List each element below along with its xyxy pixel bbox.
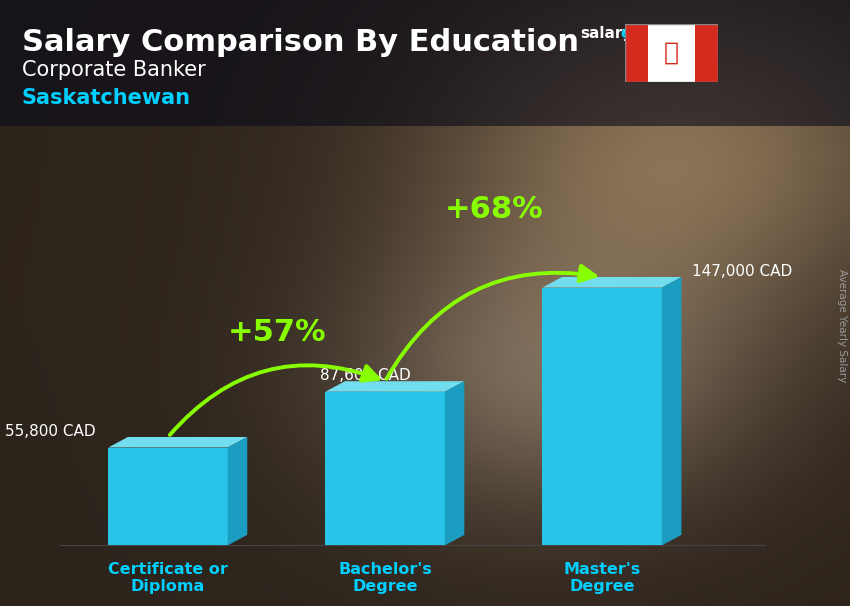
- Polygon shape: [542, 277, 682, 287]
- Text: Corporate Banker: Corporate Banker: [22, 60, 206, 80]
- Text: Average Yearly Salary: Average Yearly Salary: [837, 270, 847, 382]
- Polygon shape: [326, 381, 464, 391]
- Polygon shape: [228, 437, 247, 545]
- Text: Saskatchewan: Saskatchewan: [22, 88, 191, 108]
- Polygon shape: [108, 437, 247, 447]
- Bar: [694, 24, 718, 82]
- Bar: [0, 0, 850, 126]
- Text: 🍁: 🍁: [664, 41, 679, 65]
- Text: salary: salary: [580, 26, 632, 41]
- Bar: [625, 24, 648, 82]
- Text: 55,800 CAD: 55,800 CAD: [5, 424, 95, 439]
- Polygon shape: [662, 277, 682, 545]
- Text: Salary Comparison By Education: Salary Comparison By Education: [22, 28, 579, 57]
- Polygon shape: [445, 381, 464, 545]
- Bar: [648, 24, 694, 82]
- Text: +57%: +57%: [227, 318, 326, 347]
- Text: 87,600 CAD: 87,600 CAD: [320, 368, 411, 383]
- Text: +68%: +68%: [445, 195, 543, 224]
- Text: 147,000 CAD: 147,000 CAD: [692, 264, 792, 279]
- Text: explorer: explorer: [620, 26, 692, 41]
- Polygon shape: [542, 287, 662, 545]
- Polygon shape: [326, 391, 445, 545]
- Text: .com: .com: [678, 26, 719, 41]
- Polygon shape: [108, 447, 228, 545]
